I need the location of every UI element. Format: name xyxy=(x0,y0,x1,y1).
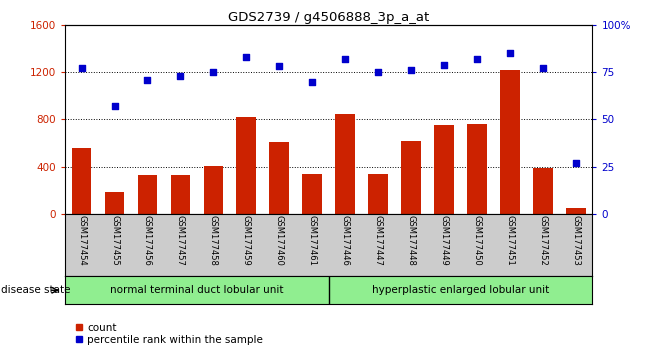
Point xyxy=(439,62,449,67)
Text: GSM177450: GSM177450 xyxy=(473,215,482,266)
Title: GDS2739 / g4506888_3p_a_at: GDS2739 / g4506888_3p_a_at xyxy=(228,11,430,24)
Text: GSM177453: GSM177453 xyxy=(572,215,581,266)
Text: GSM177452: GSM177452 xyxy=(538,215,547,266)
Text: GSM177446: GSM177446 xyxy=(340,215,350,266)
Text: normal terminal duct lobular unit: normal terminal duct lobular unit xyxy=(110,285,284,295)
Point xyxy=(76,65,87,71)
Point xyxy=(373,69,383,75)
Point xyxy=(208,69,219,75)
Bar xyxy=(566,208,586,214)
Bar xyxy=(533,168,553,214)
Text: GSM177458: GSM177458 xyxy=(209,215,218,266)
Point xyxy=(109,103,120,109)
Text: GSM177454: GSM177454 xyxy=(77,215,86,266)
Bar xyxy=(434,125,454,214)
Bar xyxy=(500,70,520,214)
Text: GSM177460: GSM177460 xyxy=(275,215,284,266)
Text: hyperplastic enlarged lobular unit: hyperplastic enlarged lobular unit xyxy=(372,285,549,295)
Bar xyxy=(171,175,190,214)
Text: GSM177459: GSM177459 xyxy=(242,215,251,266)
Text: GSM177447: GSM177447 xyxy=(374,215,383,266)
Text: GSM177456: GSM177456 xyxy=(143,215,152,266)
Legend: count, percentile rank within the sample: count, percentile rank within the sample xyxy=(70,318,267,349)
Text: disease state: disease state xyxy=(1,285,70,295)
Text: GSM177455: GSM177455 xyxy=(110,215,119,266)
Text: GSM177448: GSM177448 xyxy=(407,215,415,266)
Text: GSM177461: GSM177461 xyxy=(308,215,317,266)
Point xyxy=(538,65,548,71)
Point xyxy=(571,160,581,166)
Bar xyxy=(368,174,388,214)
Text: GSM177457: GSM177457 xyxy=(176,215,185,266)
Point xyxy=(472,56,482,62)
Point xyxy=(274,64,284,69)
Bar xyxy=(467,124,487,214)
Point xyxy=(307,79,318,84)
Bar xyxy=(302,174,322,214)
Text: GSM177449: GSM177449 xyxy=(439,215,449,266)
Bar xyxy=(204,166,223,214)
Bar xyxy=(72,148,91,214)
Point xyxy=(340,56,350,62)
Bar xyxy=(335,114,355,214)
Bar xyxy=(401,141,421,214)
Point xyxy=(505,50,515,56)
Bar xyxy=(236,117,256,214)
Bar xyxy=(137,175,158,214)
Point xyxy=(241,54,251,60)
Point xyxy=(143,77,153,82)
Bar xyxy=(105,192,124,214)
Bar xyxy=(270,142,289,214)
Text: GSM177451: GSM177451 xyxy=(506,215,514,266)
Point xyxy=(175,73,186,79)
Point xyxy=(406,67,417,73)
